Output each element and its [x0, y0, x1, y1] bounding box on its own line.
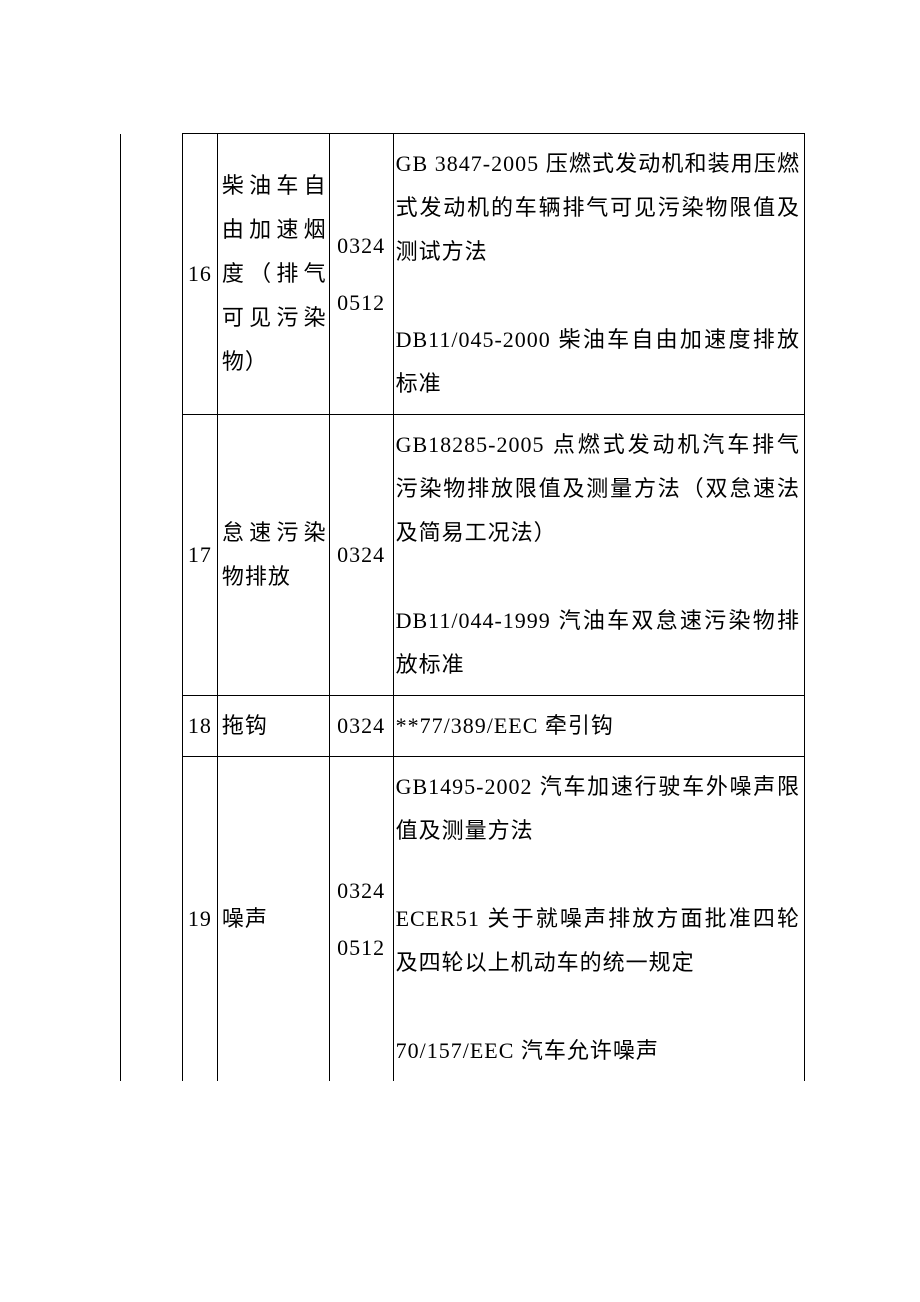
table-row: 19 噪声 0324 0512 GB1495-2002 汽车加速行驶车外噪声限值… [121, 757, 805, 1082]
row-number: 18 [182, 696, 217, 757]
item-code: 0324 0512 [329, 134, 393, 415]
item-description: **77/389/EEC 牵引钩 [393, 696, 804, 757]
item-code: 0324 [329, 415, 393, 696]
row-number: 17 [182, 415, 217, 696]
item-code: 0324 0512 [329, 757, 393, 1082]
item-name: 怠速污染物排放 [217, 415, 329, 696]
item-description: GB1495-2002 汽车加速行驶车外噪声限值及测量方法 ECER51 关于就… [393, 757, 804, 1082]
item-description: GB18285-2005 点燃式发动机汽车排气污染物排放限值及测量方法（双怠速法… [393, 415, 804, 696]
standards-table: 16 柴油车自由加速烟度（排气可见污染物） 0324 0512 GB 3847-… [120, 133, 805, 1081]
table-row: 18 拖钩 0324 **77/389/EEC 牵引钩 [121, 696, 805, 757]
item-name: 噪声 [217, 757, 329, 1082]
table-row: 17 怠速污染物排放 0324 GB18285-2005 点燃式发动机汽车排气污… [121, 415, 805, 696]
item-code: 0324 [329, 696, 393, 757]
item-description: GB 3847-2005 压燃式发动机和装用压燃式发动机的车辆排气可见污染物限值… [393, 134, 804, 415]
standards-table-wrapper: 16 柴油车自由加速烟度（排气可见污染物） 0324 0512 GB 3847-… [120, 133, 805, 1081]
item-name: 拖钩 [217, 696, 329, 757]
table-row: 16 柴油车自由加速烟度（排气可见污染物） 0324 0512 GB 3847-… [121, 134, 805, 415]
table-body: 16 柴油车自由加速烟度（排气可见污染物） 0324 0512 GB 3847-… [121, 134, 805, 1082]
item-name: 柴油车自由加速烟度（排气可见污染物） [217, 134, 329, 415]
row-number: 19 [182, 757, 217, 1082]
row-number: 16 [182, 134, 217, 415]
empty-category-cell [121, 134, 183, 1082]
